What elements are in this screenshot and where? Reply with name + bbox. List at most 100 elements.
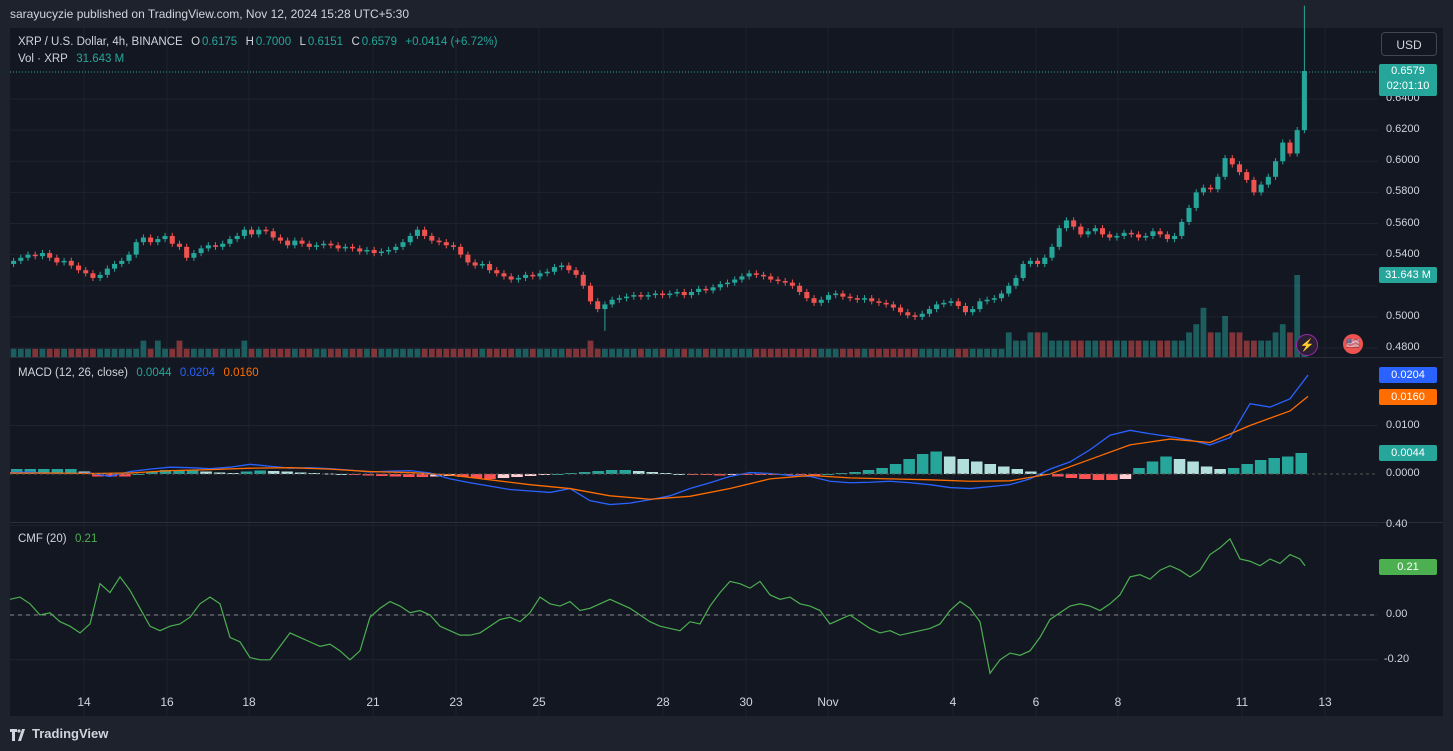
candle-body (234, 235, 240, 240)
candle-body (883, 302, 889, 305)
pane-separator[interactable] (10, 522, 1443, 523)
macd-hist-bar (362, 474, 375, 476)
candle-body (1172, 235, 1178, 240)
published-info: sarayucyzie published on TradingView.com… (10, 7, 410, 21)
change-value: +0.0414 (+6.72%) (405, 36, 498, 48)
macd-hist-bar (1146, 461, 1159, 474)
volume-bar (796, 348, 803, 357)
time-tick-label: 16 (160, 695, 174, 709)
volume-bar (212, 348, 219, 357)
volume-bar (868, 348, 875, 357)
volume-bar (1214, 332, 1221, 357)
volume-bar (1049, 340, 1055, 357)
macd-hist-bar (849, 472, 861, 474)
volume-bar (133, 348, 140, 357)
volume-bar (1077, 340, 1084, 357)
currency-button[interactable]: USD (1381, 32, 1437, 56)
volume-bar (25, 348, 31, 357)
volume-bar (587, 340, 594, 357)
volume-bar (767, 348, 774, 357)
volume-label[interactable]: Vol · XRP (18, 53, 68, 65)
candle-body (1222, 158, 1228, 177)
tradingview-logo[interactable]: TradingView (10, 726, 108, 741)
volume-bar (522, 348, 529, 357)
candle-body (1229, 158, 1235, 165)
candle-body (1128, 232, 1134, 235)
candle-body (1027, 260, 1033, 264)
symbol-title[interactable]: XRP / U.S. Dollar, 4h, BINANCE (18, 36, 183, 48)
candle-body (804, 291, 810, 299)
time-tick-label: 11 (1235, 695, 1249, 709)
volume-bar (811, 348, 817, 357)
volume-bar (746, 348, 753, 357)
volume-bar (839, 348, 846, 357)
cmf-title[interactable]: CMF (20) (18, 533, 67, 545)
candle-body (609, 299, 615, 305)
macd-hist-bar (1052, 474, 1064, 477)
volume-bar (1258, 340, 1265, 357)
volume-bar (255, 348, 262, 357)
volume-bar (443, 348, 450, 357)
candle-body (263, 229, 269, 232)
time-tick-label: 18 (242, 695, 256, 709)
candle-body (112, 263, 118, 269)
macd-hist-bar (957, 459, 969, 474)
volume-bar (198, 348, 204, 357)
volume-bar (457, 348, 464, 357)
candle-body (198, 248, 204, 254)
macd-hist-bar (835, 473, 848, 474)
candle-body (818, 299, 824, 303)
macd-hist-bar (497, 474, 510, 478)
publish-bar: sarayucyzie published on TradingView.com… (0, 0, 1453, 28)
macd-hist-bar (916, 454, 929, 474)
candle-body (1301, 70, 1307, 131)
volume-bar (1106, 340, 1113, 357)
candle-body (991, 298, 997, 300)
macd-hist-bar (105, 474, 118, 477)
volume-bar (594, 348, 601, 357)
macd-hist-bar (687, 474, 699, 475)
candle-body (523, 274, 529, 278)
macd-hist-bar (970, 461, 983, 474)
pane-separator[interactable] (10, 357, 1443, 358)
macd-hist-bar (1268, 458, 1280, 474)
candle-body (227, 239, 233, 244)
macd-hist-bar (389, 474, 402, 477)
volume-bar (897, 348, 904, 357)
macd-hist-bar (727, 474, 740, 475)
volume-bar (551, 348, 558, 357)
macd-hist-bar (714, 474, 726, 476)
macd-hist-bar (294, 472, 307, 474)
candle-body (191, 253, 197, 258)
candle-body (1013, 277, 1019, 286)
volume-bar (803, 348, 810, 357)
lightning-icon[interactable]: ⚡ (1296, 334, 1318, 356)
volume-bar (10, 348, 17, 357)
volume-legend: Vol · XRP 31.643 M (18, 53, 126, 65)
volume-bar (176, 340, 183, 357)
macd-hist-bar (862, 470, 875, 474)
volume-bar (1186, 332, 1192, 357)
volume-bar (977, 348, 983, 357)
candle-body (825, 295, 831, 300)
candle-body (912, 315, 918, 317)
macd-title[interactable]: MACD (12, 26, close) (18, 367, 128, 379)
us-flag-icon[interactable]: 🇺🇸 (1343, 334, 1363, 354)
volume-bar (493, 348, 500, 357)
candle-body (1265, 176, 1271, 185)
volume-bar (140, 340, 147, 357)
volume-bar (234, 348, 241, 357)
candle-body (559, 265, 565, 268)
volume-bar (933, 348, 940, 357)
volume-bar (299, 348, 305, 357)
candle-body (205, 245, 211, 249)
open-value: 0.6175 (202, 36, 238, 48)
close-label: C (351, 36, 360, 48)
close-value: 0.6579 (361, 36, 397, 48)
volume-bars (10, 275, 1308, 357)
candle-body (717, 284, 723, 288)
macd-hist-bar (1200, 466, 1213, 474)
volume-bar (205, 348, 212, 357)
candle-body (1200, 187, 1206, 193)
